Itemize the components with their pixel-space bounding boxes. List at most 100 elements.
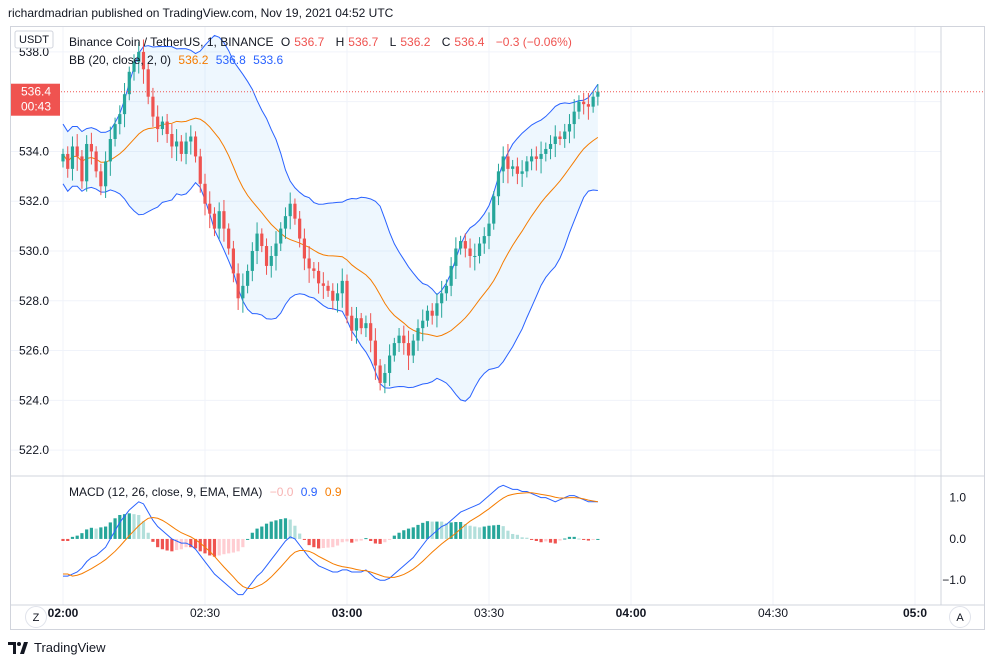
- price-tick-label: 526.0: [19, 344, 49, 358]
- macd-label: MACD (12, 26, close, 9, EMA, EMA): [69, 485, 263, 499]
- macd-histogram-bar: [496, 524, 501, 539]
- macd-histogram-bar: [402, 530, 406, 539]
- candle-body: [454, 248, 458, 266]
- bb-band-fill: [63, 35, 598, 402]
- candle-body: [184, 141, 188, 154]
- macd-histogram-bar: [473, 526, 477, 539]
- chart-canvas[interactable]: 538.0536.0534.0532.0530.0528.0526.0524.0…: [11, 27, 985, 630]
- candle-body: [246, 270, 250, 286]
- brand-name: TradingView: [34, 640, 106, 655]
- macd-histogram-bar: [170, 538, 174, 552]
- macd-histogram-bar: [482, 526, 486, 539]
- macd-signal-line: [63, 492, 598, 589]
- candle-body: [113, 124, 117, 139]
- bb-upper-line: [62, 34, 599, 296]
- macd-histogram-bar: [487, 525, 491, 539]
- macd-histogram-bar: [302, 538, 306, 540]
- candle-body: [435, 303, 439, 316]
- macd-histogram-bar: [383, 538, 387, 543]
- macd-hist-value: −0.0: [269, 485, 294, 499]
- symbol-legend[interactable]: Binance Coin / TetherUS, 1, BINANCE O 536…: [69, 35, 576, 49]
- candle-body: [118, 114, 122, 125]
- macd-histogram-bar: [406, 528, 411, 539]
- candle-body: [558, 136, 562, 139]
- macd-histogram-bar: [373, 538, 377, 544]
- macd-histogram-bar: [392, 535, 396, 539]
- candle-body: [553, 136, 557, 144]
- macd-histogram-bar: [160, 538, 164, 550]
- candle-body: [520, 171, 524, 174]
- macd-histogram-bar: [217, 538, 221, 556]
- price-tick-label: 532.0: [19, 194, 49, 208]
- macd-histogram-bar: [231, 538, 235, 553]
- macd-histogram-bar: [468, 525, 472, 539]
- macd-histogram-bar: [378, 538, 382, 544]
- macd-histogram-bar: [577, 538, 581, 540]
- candle-body: [468, 248, 472, 256]
- candle-body: [383, 372, 387, 383]
- macd-histogram-bar: [335, 538, 340, 546]
- time-tick-label: 03:00: [332, 606, 363, 620]
- price-tick-label: 524.0: [19, 393, 49, 407]
- candle-body: [170, 134, 174, 147]
- candle-body: [104, 161, 108, 187]
- macd-line: [63, 484, 598, 596]
- candle-body: [302, 238, 306, 259]
- macd-line-value: 0.9: [300, 485, 318, 499]
- scale-z-button[interactable]: Z: [25, 606, 47, 628]
- candle-body: [411, 340, 415, 356]
- macd-histogram-bar: [411, 527, 415, 539]
- macd-histogram-bar: [440, 521, 444, 539]
- candle-body: [459, 241, 463, 249]
- macd-histogram-bar: [156, 538, 160, 548]
- auto-scale-button[interactable]: A: [949, 606, 971, 628]
- time-tick-label: 02:00: [48, 606, 79, 620]
- candle-body: [122, 94, 127, 115]
- candle-body: [151, 96, 155, 117]
- candle-body: [586, 104, 590, 107]
- bar-countdown: 00:43: [21, 100, 51, 114]
- candle-body: [231, 248, 235, 274]
- candle-body: [137, 51, 141, 62]
- macd-histogram-bar: [99, 527, 103, 539]
- candle-body: [141, 51, 146, 70]
- price-tick-label: 528.0: [19, 294, 49, 308]
- candle-body: [89, 143, 93, 152]
- candle-body: [416, 328, 420, 341]
- macd-histogram-bar: [236, 538, 240, 552]
- macd-histogram-bar: [66, 538, 70, 541]
- candle-body: [127, 71, 131, 95]
- macd-histogram-bar: [80, 533, 84, 539]
- bb-legend[interactable]: BB (20, close, 2, 0) 536.2 536.8 533.6: [69, 53, 287, 67]
- macd-legend[interactable]: MACD (12, 26, close, 9, EMA, EMA) −0.0 0…: [69, 485, 346, 499]
- macd-signal-value: 0.9: [324, 485, 342, 499]
- macd-histogram-bar: [511, 533, 515, 539]
- macd-histogram-bar: [572, 536, 576, 539]
- macd-histogram-bar: [388, 538, 392, 540]
- candle-body: [264, 246, 269, 266]
- candle-body: [463, 241, 467, 249]
- macd-histogram-bar: [175, 538, 179, 551]
- chart-area[interactable]: 538.0536.0534.0532.0530.0528.0526.0524.0…: [10, 26, 985, 630]
- bb-basis-line: [62, 117, 599, 338]
- macd-histogram-bar: [492, 525, 496, 539]
- candle-body: [283, 216, 288, 229]
- macd-histogram-bar: [89, 527, 93, 539]
- candle-body: [255, 233, 259, 251]
- candle-body: [94, 151, 98, 172]
- candle-body: [99, 171, 103, 187]
- candle-body: [406, 343, 411, 356]
- candle-body: [307, 258, 311, 269]
- candle-body: [80, 156, 84, 182]
- macd-histogram-bar: [146, 532, 150, 539]
- candle-body: [440, 293, 444, 304]
- candle-body: [354, 318, 359, 331]
- macd-histogram-bar: [141, 521, 146, 539]
- candle-body: [350, 315, 354, 331]
- macd-histogram-bar: [165, 538, 169, 551]
- currency-badge-label: USDT: [19, 34, 49, 46]
- time-tick-label: 04:30: [758, 606, 788, 620]
- candle-body: [501, 156, 505, 172]
- macd-histogram-bar: [293, 525, 297, 539]
- tradingview-brand[interactable]: TradingView: [8, 640, 106, 655]
